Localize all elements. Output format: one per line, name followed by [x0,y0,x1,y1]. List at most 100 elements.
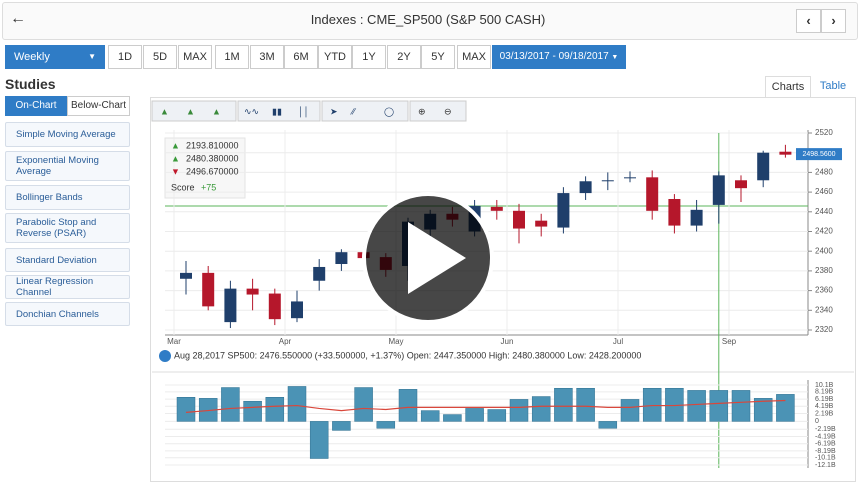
candle-body [690,209,703,226]
bar [265,397,285,422]
candle-body [224,288,237,323]
candle-body [646,177,659,211]
bar [487,409,507,422]
study-item[interactable]: Simple Moving Average [5,122,130,147]
y-tick-label: 4.19B [815,403,834,410]
last-price-label: 2498.5600 [802,151,835,158]
signal-value: 2193.810000 [186,140,239,150]
candle-body [246,288,259,295]
x-tick-label: Mar [167,337,181,346]
y-tick-label: -2.19B [815,426,836,433]
candle-body [579,181,592,194]
svg-text:▲: ▲ [186,106,195,116]
svg-text:▮▮: ▮▮ [272,106,282,116]
bar [376,421,396,429]
candle-body [535,220,548,227]
svg-text:▲: ▲ [212,106,221,116]
y-tick-label: 2.19B [815,410,834,417]
range-button[interactable]: 1D [108,45,142,69]
signal-icon: ▲ [171,153,180,163]
y-tick-label: 2380 [815,266,833,275]
candle-body [513,210,525,229]
bar [243,400,262,422]
x-tick-label: Jun [501,337,514,346]
range-button[interactable]: 2Y [387,45,421,69]
y-tick-label: 2360 [815,286,833,295]
score-label: Score [171,182,195,192]
range-button[interactable]: MAX [178,45,212,69]
back-button[interactable]: ← [10,10,26,27]
range-button[interactable]: MAX [457,45,491,69]
range-button[interactable]: YTD [318,45,352,69]
bar [443,414,462,422]
tab-charts[interactable]: Charts [765,76,811,98]
candle-body [668,198,681,226]
candle-body [735,180,747,189]
study-item[interactable]: Bollinger Bands [5,185,130,210]
page-title: Indexes : CME_SP500 (S&P 500 CASH) [310,12,546,27]
bar [620,399,640,422]
candle-body [712,175,725,205]
y-tick-label: -10.1B [815,455,836,462]
bar [598,421,618,429]
y-tick-label: 2340 [815,305,833,314]
y-tick-label: 2480 [815,168,833,177]
candle-body [180,272,192,279]
bar [509,399,529,422]
bar [176,397,196,422]
studies-title: Studies [5,76,56,92]
svg-text:◯: ◯ [384,106,394,117]
range-button[interactable]: 5Y [421,45,455,69]
svg-text:➤: ➤ [330,106,338,116]
y-tick-label: 2440 [815,207,833,216]
candle-body [202,272,215,307]
tab-table[interactable]: Table [819,80,847,92]
study-item[interactable]: Parabolic Stop and Reverse (PSAR) [5,213,130,243]
candle-body [557,193,570,228]
prev-button[interactable]: ‹ [796,9,821,33]
date-range[interactable]: 03/13/2017 - 09/18/2017 ▼ [492,45,626,69]
svg-text:∕∕: ∕∕ [350,106,357,116]
x-tick-label: Sep [722,337,737,346]
bar [287,386,307,422]
tab-below-chart[interactable]: Below-Chart [67,96,130,116]
bar [420,410,440,422]
candle-body [624,177,636,179]
study-item[interactable]: Exponential Moving Average [5,151,130,181]
range-button[interactable]: 1Y [352,45,386,69]
signal-value: 2496.670000 [186,166,239,176]
bar [642,387,662,422]
candle-body [313,266,326,281]
svg-text:⊖: ⊖ [444,106,452,116]
next-button[interactable]: › [821,9,846,33]
y-tick-label: -8.19B [815,448,836,455]
bar [576,387,595,422]
tab-on-chart[interactable]: On-Chart [5,96,67,116]
interval-dropdown[interactable]: Weekly ▼ [5,45,105,69]
line [185,399,786,413]
candle-body [601,180,614,182]
signal-icon: ▲ [171,140,180,150]
study-item[interactable]: Linear Regression Channel [5,275,130,299]
chart-toolbar [151,100,467,122]
y-tick-label: 10.1B [815,382,834,389]
y-tick-label: 2320 [815,325,833,334]
range-button[interactable]: 1M [215,45,249,69]
signal-icon: ▼ [171,166,180,176]
bar [731,390,751,422]
range-button[interactable]: 3M [250,45,284,69]
range-button[interactable]: 6M [284,45,318,69]
legend-box [164,137,246,199]
range-button[interactable]: 5D [143,45,177,69]
bar [465,408,484,422]
candle-body [757,152,770,181]
y-tick-label: 2520 [815,128,833,137]
study-item[interactable]: Standard Deviation [5,248,130,272]
x-tick-label: Apr [279,337,292,346]
bar [398,389,418,422]
study-item[interactable]: Donchian Channels [5,302,130,326]
bar [354,387,373,422]
